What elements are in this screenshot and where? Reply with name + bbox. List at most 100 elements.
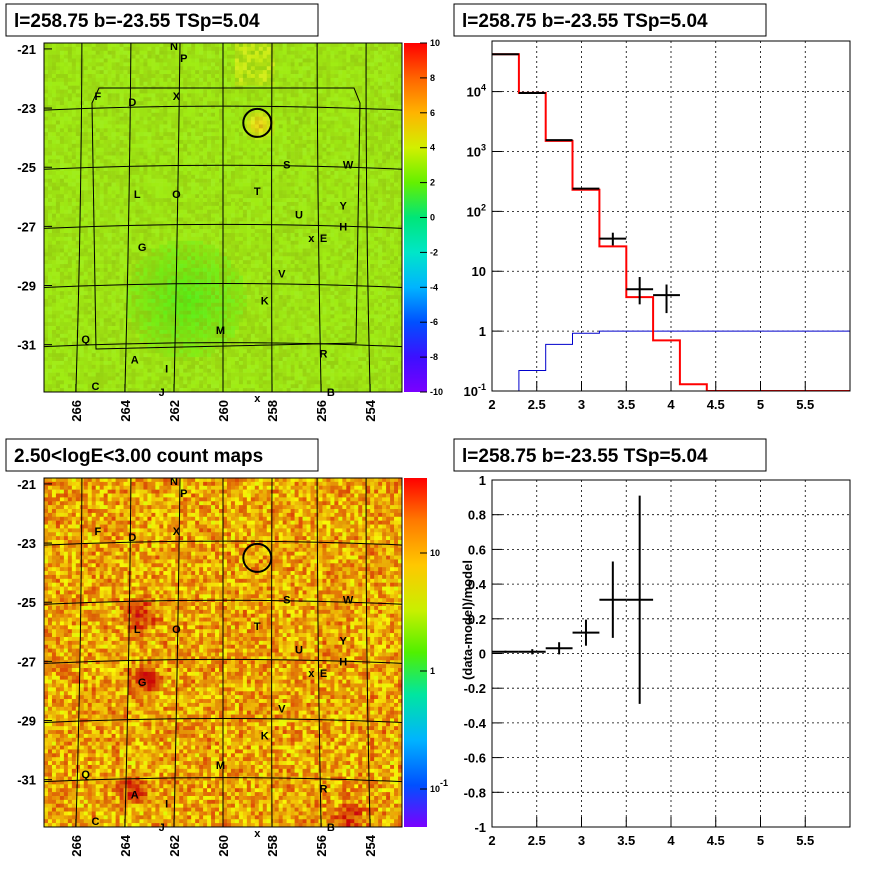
map-pixel [310,128,315,133]
map-pixel [139,198,144,203]
map-pixel [242,225,248,230]
map-pixel [91,143,97,148]
map-pixel [115,155,120,160]
map-pixel [394,170,399,176]
map-pixel [51,54,57,59]
map-pixel [238,112,244,117]
map-pixel [131,46,136,52]
map-pixel [99,105,104,110]
map-pixel [139,120,144,125]
map-pixel [330,252,335,257]
map-pixel [91,178,97,183]
map-pixel [119,101,124,106]
map-pixel [274,105,279,110]
map-pixel [95,163,100,168]
map-pixel [155,159,160,164]
map-pixel [155,58,160,63]
map-pixel [71,201,77,207]
map-pixel [298,97,303,102]
map-pixel [322,124,327,129]
map-pixel [330,213,335,218]
map-pixel [282,108,287,114]
map-pixel [207,77,212,83]
map-pixel [258,89,264,94]
map-pixel [207,217,212,222]
map-pixel [330,198,335,203]
map-pixel [59,221,65,226]
map-pixel [171,58,176,63]
map-pixel [111,143,116,148]
map-pixel [179,120,184,125]
map-pixel [159,167,164,172]
map-pixel [346,217,351,222]
map-pixel [366,124,371,129]
map-pixel [306,132,311,137]
map-pixel [79,252,85,257]
map-pixel [67,186,73,191]
map-pixel [215,182,220,187]
map-pixel [51,233,57,238]
map-pixel [278,136,283,141]
map-pixel [183,105,188,110]
map-pixel [203,170,208,176]
map-pixel [127,252,132,257]
map-pixel [262,240,268,245]
map-pixel [191,198,196,203]
map-pixel [254,81,260,86]
map-pixel [151,240,156,245]
map-pixel [44,136,49,141]
map-pixel [298,81,303,86]
map-pixel [75,198,81,203]
map-pixel [326,240,331,245]
map-pixel [44,120,49,125]
map-pixel [151,244,156,249]
map-pixel [75,201,81,207]
map-pixel [51,128,57,133]
map-pixel [270,136,276,141]
map-pixel [370,74,375,79]
map-pixel [195,256,200,261]
map-pixel [47,236,53,242]
map-pixel [242,124,248,129]
map-pixel [111,43,116,48]
map-pixel [394,221,399,226]
map-pixel [370,136,375,141]
map-pixel [386,136,391,141]
map-pixel [334,128,339,133]
map-pixel [370,43,375,48]
map-pixel [378,213,383,218]
map-pixel [107,205,112,211]
map-pixel [386,163,391,168]
map-pixel [286,62,291,67]
map-pixel [350,182,355,187]
map-pixel [238,221,244,226]
map-pixel [99,58,104,63]
map-pixel [107,50,112,55]
map-pixel [223,194,228,199]
map-pixel [314,143,319,148]
map-pixel [310,252,315,257]
map-pixel [59,74,65,79]
map-pixel [163,128,168,133]
map-pixel [139,201,144,207]
map-pixel [306,194,311,199]
map-pixel [362,221,367,226]
map-pixel [191,225,196,230]
map-pixel [59,66,65,71]
map-pixel [346,233,351,238]
map-pixel [123,182,128,187]
map-pixel [203,101,208,106]
map-pixel [83,190,89,195]
map-pixel [334,190,339,195]
map-pixel [254,101,260,106]
map-pixel [123,66,128,71]
map-pixel [282,221,287,226]
map-pixel [87,182,93,187]
map-pixel [135,201,140,207]
map-pixel [71,120,77,125]
map-pixel [75,136,81,141]
map-pixel [290,205,295,211]
map-pixel [230,178,236,183]
map-pixel [115,229,120,234]
map-pixel [250,244,256,249]
